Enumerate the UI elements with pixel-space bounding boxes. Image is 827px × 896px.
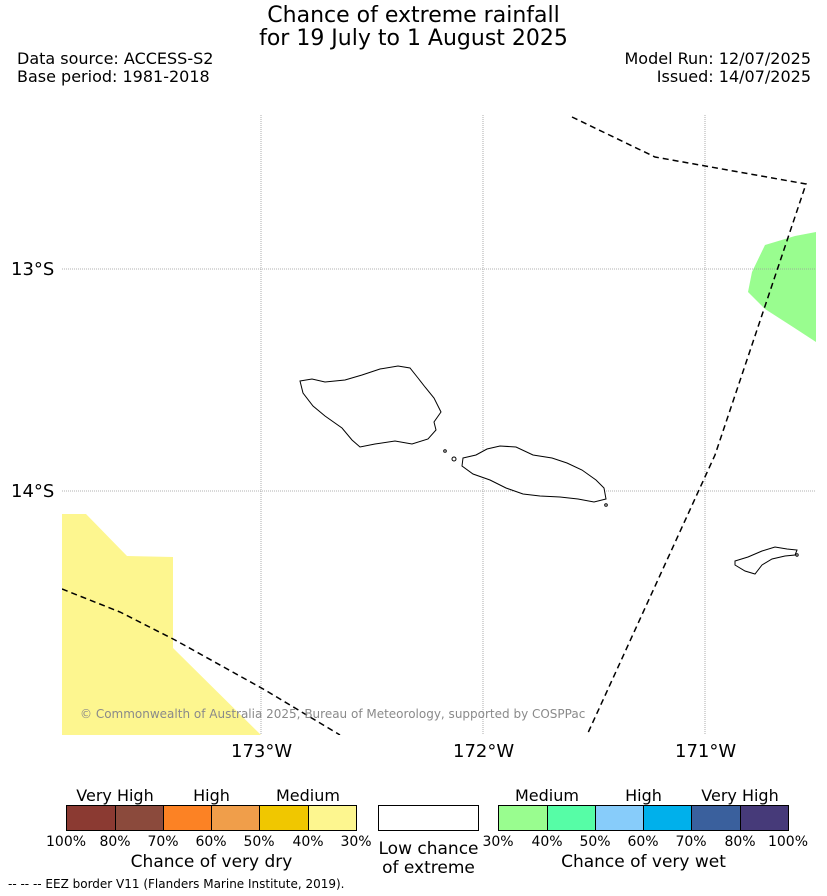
dry-tick: 80% [99,834,131,850]
wet-area [748,232,816,342]
eez-footnote: -- -- -- EEZ border V11 (Flanders Marine… [8,877,345,891]
dry-swatch-40-50 [259,805,309,831]
data-source: Data source: ACCESS-S2 [17,49,214,68]
wet-tick: 50% [579,834,611,850]
dry-category-very-high: Very High [76,786,154,805]
title-line-2: for 19 July to 1 August 2025 [259,26,568,51]
lat-label-14s: 14°S [11,481,55,502]
islet [443,449,447,453]
dry-tick: 50% [243,834,275,850]
wet-category-very-high: Very High [701,786,779,805]
dry-tick: 100% [46,834,87,850]
low-chance-caption-line-1: Low chance [378,839,479,859]
wet-caption: Chance of very wet [561,852,726,872]
wet-tick: 80% [724,834,756,850]
dry-swatch-30-40 [308,805,357,831]
savaii-island [299,365,442,448]
lon-label-173w: 173°W [231,741,293,762]
wet-tick: 70% [675,834,707,850]
dry-swatch-80-100 [66,805,116,831]
lat-label-13s: 13°S [11,259,55,280]
title-line-1: Chance of extreme rainfall [267,3,560,28]
dry-category-medium: Medium [276,786,340,805]
islet [795,553,799,557]
wet-category-medium: Medium [515,786,579,805]
wet-category-high: High [625,786,662,805]
wet-swatch-80-100 [740,805,789,831]
upolu-island [461,445,607,503]
eez-border [62,116,807,735]
wet-swatch-50-60 [595,805,644,831]
islet [604,503,608,507]
dry-tick: 40% [292,834,324,850]
wet-tick: 30% [482,834,514,850]
wet-swatch-60-70 [643,805,692,831]
wet-swatch-30-40 [498,805,548,831]
wet-swatch-40-50 [547,805,596,831]
wet-swatch-70-80 [691,805,741,831]
dry-area [62,514,261,735]
graticule [62,115,816,735]
wet-tick: 100% [767,834,809,850]
issued-date: Issued: 14/07/2025 [656,67,811,86]
low-chance-swatch [378,805,479,831]
dry-swatch-50-60 [211,805,260,831]
dry-caption: Chance of very dry [130,852,293,872]
base-period: Base period: 1981-2018 [17,67,210,86]
islet [451,456,457,462]
low-chance-caption-line-2: of extreme [382,858,475,878]
wet-tick: 60% [627,834,659,850]
dry-swatch-70-80 [115,805,164,831]
lon-label-171w: 171°W [675,741,737,762]
dry-tick: 60% [195,834,227,850]
lon-label-172w: 172°W [453,741,515,762]
islands [299,365,799,575]
tutuila-island [734,546,798,575]
dry-category-high: High [193,786,230,805]
dry-swatch-60-70 [163,805,212,831]
copyright-credit: © Commonwealth of Australia 2025, Bureau… [80,707,586,721]
wet-tick: 40% [531,834,563,850]
dry-tick: 70% [147,834,179,850]
model-run: Model Run: 12/07/2025 [624,49,812,68]
dry-tick: 30% [340,834,372,850]
